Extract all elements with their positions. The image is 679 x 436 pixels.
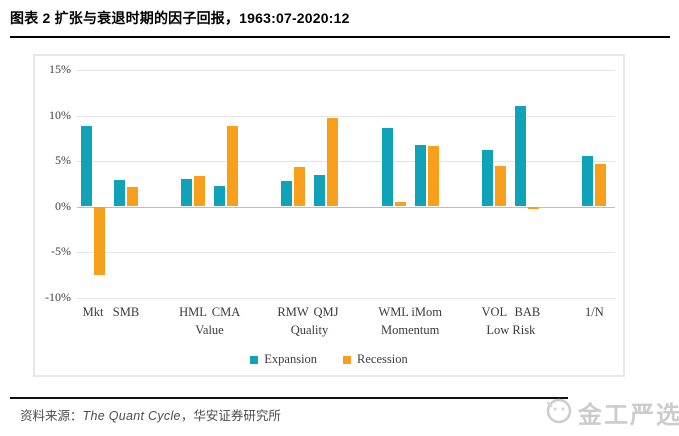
recession-bar-RMW <box>294 167 305 207</box>
source-work: The Quant Cycle <box>82 409 181 423</box>
y-tick-label: -5% <box>51 244 71 258</box>
x-tick-label-Mkt: Mkt <box>82 305 104 319</box>
expansion-bar-QMJ <box>314 174 325 207</box>
x-tick-label-CMA: CMA <box>211 305 241 319</box>
x-tick-label-iMom: iMom <box>411 305 442 319</box>
source-suffix: ，华安证券研究所 <box>180 409 281 423</box>
factor-WML <box>381 70 406 298</box>
legend-label: Recession <box>357 352 408 366</box>
source-prefix: 资料来源： <box>20 409 83 423</box>
recession-bar-CMA <box>227 126 238 207</box>
bar-groups: Mkt SMB HML CMA Value RMW QMJ Quality WML iMom Mom… <box>81 70 607 339</box>
x-tick-label-1/N: 1/N <box>584 305 604 319</box>
expansion-bar-1/N <box>582 156 594 207</box>
group-label: Value <box>195 323 224 337</box>
legend-swatch-icon <box>250 355 259 364</box>
recession-bar-1/N <box>595 163 607 207</box>
recession-bar-Mkt <box>94 206 105 275</box>
gridline--10 <box>77 297 615 299</box>
factor-returns-chart: 15% 10% 5% 0% -5% -10% Mkt SMB HML CMA Value RMW QM… <box>33 54 625 377</box>
factor-BAB <box>515 70 540 298</box>
legend-item-recession: Recession <box>343 352 408 367</box>
factor-QMJ <box>314 70 338 298</box>
expansion-bar-Mkt <box>81 126 92 207</box>
factor-VOL <box>482 70 507 298</box>
factor-group-low-risk: VOL BAB Low Risk <box>481 70 541 339</box>
gridline-5 <box>77 161 615 162</box>
factor-group: Mkt SMB <box>81 70 140 339</box>
x-tick-label-HML: HML <box>179 305 207 319</box>
x-tick-label-SMB: SMB <box>112 305 140 319</box>
expansion-bar-HML <box>181 179 192 207</box>
group-label: Quality <box>290 323 329 337</box>
circle-seal-icon <box>543 394 573 431</box>
factor-RMW <box>281 70 305 298</box>
gridline-0 <box>77 206 615 208</box>
watermark-label: 金工严选 <box>578 402 679 429</box>
group-label: Low Risk <box>486 323 536 337</box>
recession-bar-QMJ <box>327 118 338 207</box>
y-tick-label: 0% <box>55 198 71 213</box>
factor-HML <box>181 70 205 298</box>
x-tick-label-BAB: BAB <box>514 305 541 319</box>
gridline-15 <box>77 70 615 71</box>
gridline-10 <box>77 115 615 117</box>
expansion-bar-BAB <box>515 106 527 207</box>
expansion-bar-VOL <box>482 150 494 207</box>
recession-bar-SMB <box>127 187 138 207</box>
factor-Mkt <box>81 70 105 298</box>
x-tick-label-VOL: VOL <box>481 305 508 319</box>
x-tick-label-WML: WML <box>378 305 409 319</box>
group-label: Momentum <box>381 323 440 337</box>
y-tick-label: 15% <box>49 62 71 76</box>
title-divider <box>10 36 670 38</box>
expansion-bar-SMB <box>114 180 125 207</box>
factor-group-momentum: WML iMom Momentum <box>378 70 442 339</box>
source-note: 资料来源：The Quant Cycle，华安证券研究所 <box>20 405 281 424</box>
legend-swatch-icon <box>343 355 352 364</box>
page-title: 图表 2 扩张与衰退时期的因子回报，1963:07-2020:12 <box>10 10 350 26</box>
legend-label: Expansion <box>264 352 318 366</box>
factor-group-quality: RMW QMJ Quality <box>277 70 339 339</box>
recession-bar-WML <box>394 201 406 207</box>
factor-group: 1/N <box>582 70 607 339</box>
footer-divider <box>10 397 568 399</box>
recession-bar-VOL <box>495 165 507 207</box>
factor-CMA <box>214 70 238 298</box>
x-tick-label-RMW: RMW <box>277 305 309 319</box>
expansion-bar-CMA <box>214 185 225 207</box>
recession-bar-HML <box>194 176 205 207</box>
recession-bar-BAB <box>528 206 540 210</box>
y-tick-label: 5% <box>55 153 71 167</box>
legend-item-expansion: Expansion <box>250 352 317 367</box>
expansion-bar-iMom <box>414 144 426 207</box>
gridline--5 <box>77 252 615 253</box>
recession-bar-iMom <box>427 146 439 207</box>
factor-iMom <box>414 70 439 298</box>
expansion-bar-RMW <box>281 181 292 207</box>
expansion-bar-WML <box>381 128 393 207</box>
factor-SMB <box>114 70 138 298</box>
brand-watermark: 金工严选 <box>543 394 679 431</box>
x-tick-label-QMJ: QMJ <box>313 305 339 319</box>
y-tick-label: -10% <box>45 289 71 304</box>
chart-legend: Expansion Recession <box>35 352 623 367</box>
factor-1/N <box>582 70 607 298</box>
factor-group-value: HML CMA Value <box>179 70 241 339</box>
y-tick-label: 10% <box>49 107 71 122</box>
